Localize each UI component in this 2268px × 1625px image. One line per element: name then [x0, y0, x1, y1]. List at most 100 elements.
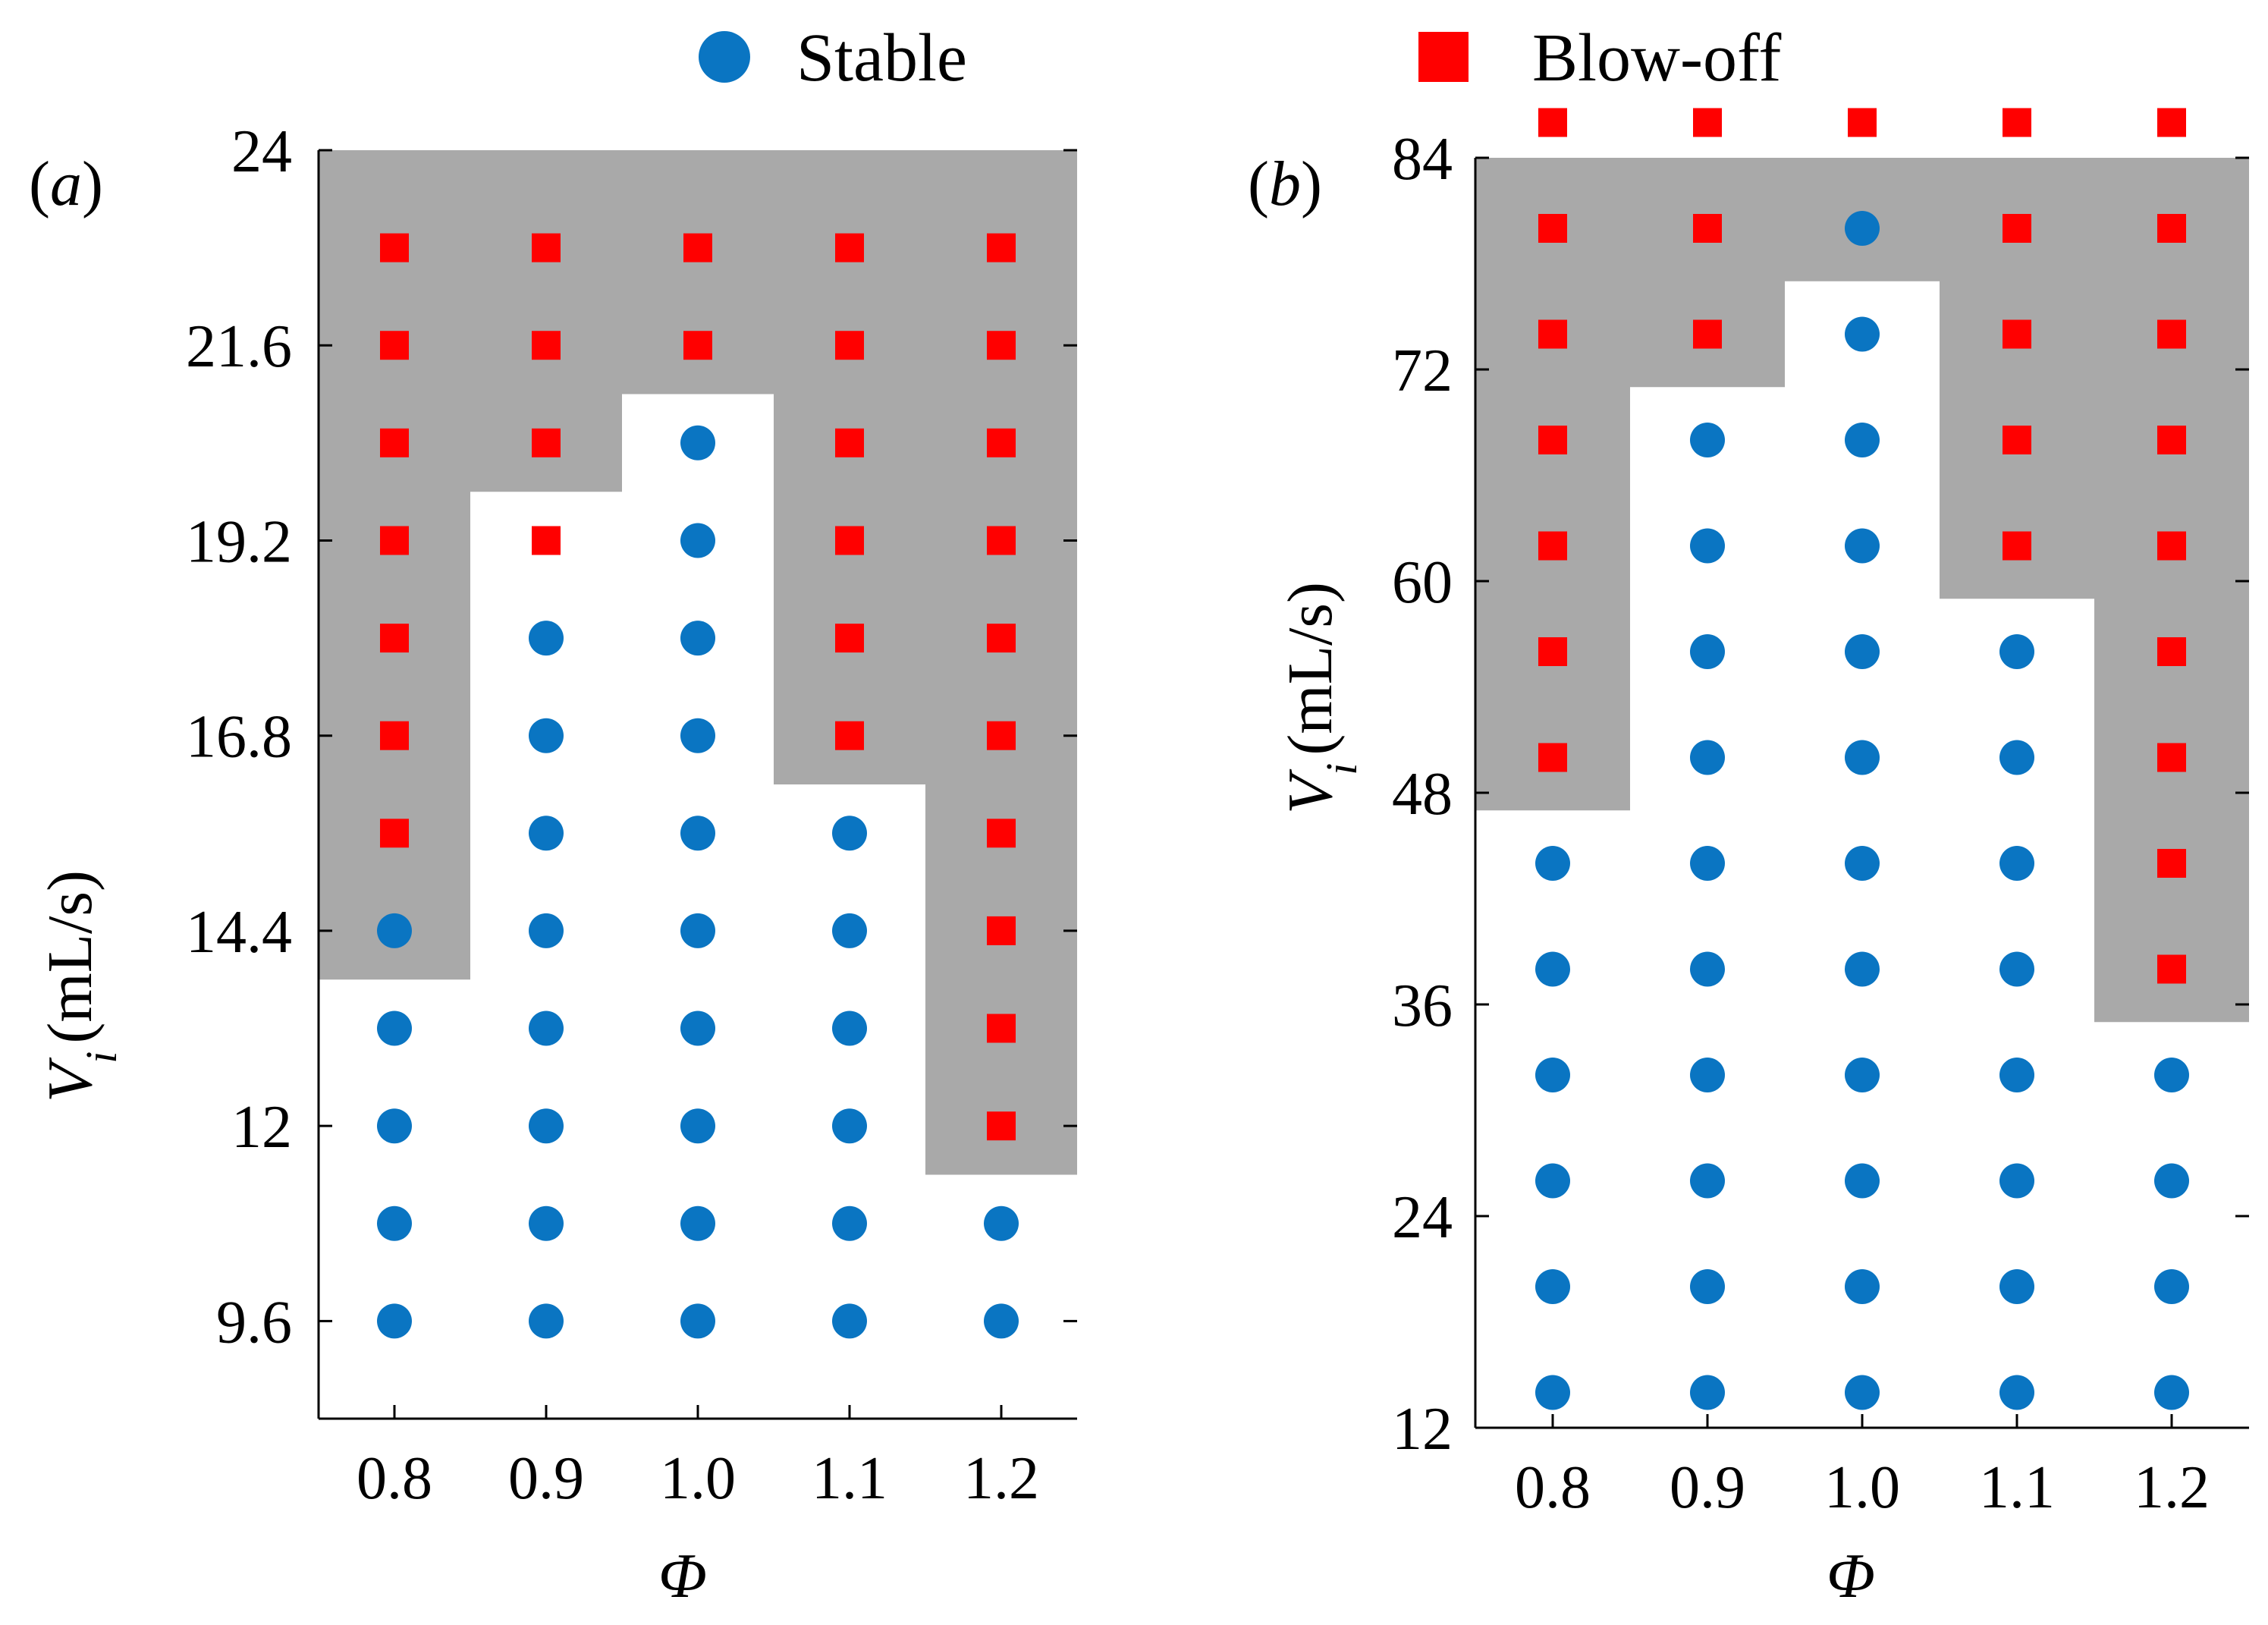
- stable-point: [529, 913, 564, 948]
- stable-point: [680, 523, 715, 558]
- blowoff-point: [1693, 319, 1722, 349]
- blowoff-point: [532, 331, 561, 360]
- stable-point: [2154, 1058, 2189, 1092]
- blowoff-point: [835, 233, 864, 262]
- blowoff-point: [835, 526, 864, 555]
- blowoff-point: [987, 233, 1016, 262]
- stable-point: [1690, 528, 1725, 564]
- legend-stable-label: Stable: [796, 20, 967, 96]
- panel-a-xlabel: Φ: [658, 1541, 707, 1611]
- panel-b-ylabel: Vi (mL/s): [1275, 582, 1366, 814]
- stable-point: [832, 1011, 867, 1046]
- blowoff-point: [1693, 214, 1722, 243]
- stable-point: [680, 621, 715, 656]
- stable-point: [529, 1205, 564, 1241]
- y-tick-label: 24: [1392, 1184, 1453, 1251]
- stable-point: [529, 621, 564, 656]
- blowoff-point: [380, 819, 409, 848]
- panel-a-ylabel: Vi (mL/s): [35, 870, 126, 1102]
- blowoff-point: [1538, 743, 1567, 772]
- x-tick-label: 1.2: [963, 1445, 1039, 1512]
- blowoff-point: [835, 331, 864, 360]
- blowoff-point: [380, 331, 409, 360]
- blowoff-point: [835, 624, 864, 653]
- stable-point: [1690, 1058, 1725, 1092]
- blowoff-point: [2157, 531, 2186, 561]
- stable-point: [1845, 1058, 1880, 1092]
- x-tick-label: 0.9: [1670, 1454, 1745, 1521]
- stable-point: [1690, 740, 1725, 775]
- blowoff-point: [987, 721, 1016, 750]
- stable-point: [1999, 1269, 2034, 1304]
- blowoff-point: [683, 331, 712, 360]
- x-tick-label: 1.1: [1979, 1454, 2055, 1521]
- blowoff-point: [2157, 426, 2186, 454]
- stable-point: [1999, 740, 2034, 775]
- stable-point: [377, 1011, 412, 1046]
- legend: Stable Blow-off: [699, 20, 1781, 96]
- blowoff-point: [2003, 108, 2031, 137]
- y-tick-label: 48: [1392, 761, 1453, 828]
- blowoff-point: [380, 624, 409, 653]
- stable-point: [377, 1303, 412, 1339]
- panel-b-ylabel-unit: (mL/s): [1275, 582, 1346, 756]
- blowoff-point: [2003, 426, 2031, 454]
- stable-point: [680, 816, 715, 851]
- panel-a-points: [377, 233, 1019, 1339]
- stable-point: [1845, 528, 1880, 564]
- stable-point: [1845, 634, 1880, 669]
- blowoff-point: [1538, 319, 1567, 349]
- blowoff-point: [1538, 637, 1567, 666]
- stable-point: [832, 1205, 867, 1241]
- x-tick-label: 1.1: [812, 1445, 887, 1512]
- stable-point: [1845, 846, 1880, 881]
- stable-point: [377, 1205, 412, 1241]
- stable-point: [529, 1108, 564, 1144]
- stable-point: [680, 718, 715, 753]
- panel-a-label: (a): [29, 149, 103, 219]
- stable-point: [984, 1303, 1019, 1339]
- stable-point: [1845, 211, 1880, 246]
- blowoff-point: [1538, 531, 1567, 561]
- blowoff-point: [683, 233, 712, 262]
- blowoff-point: [1538, 426, 1567, 454]
- legend-stable-marker: [699, 31, 750, 83]
- stable-point: [984, 1205, 1019, 1241]
- stable-point: [1845, 1269, 1880, 1304]
- stable-point: [1535, 846, 1570, 881]
- blowoff-point: [2003, 319, 2031, 349]
- blowoff-point: [835, 721, 864, 750]
- blowoff-point: [532, 233, 561, 262]
- blowoff-point: [380, 233, 409, 262]
- stable-point: [832, 1108, 867, 1144]
- blowoff-point: [1538, 108, 1567, 137]
- stable-point: [529, 718, 564, 753]
- panel-a-ylabel-unit: (mL/s): [35, 870, 105, 1044]
- y-tick-label: 16.8: [186, 704, 292, 771]
- panel-b-region: [1475, 158, 2249, 1023]
- blowoff-point: [987, 1111, 1016, 1141]
- blowoff-point: [532, 428, 561, 457]
- x-tick-label: 0.9: [508, 1445, 584, 1512]
- panel-a-ylabel-var: V: [35, 1057, 105, 1102]
- panel-a: 9.6 12 14.4 16.8 19.2 21.6 24 0.8 0.9 1.0 1.1 1.2 (…: [29, 118, 1077, 1611]
- blowoff-point: [2157, 108, 2186, 137]
- stable-point: [680, 1011, 715, 1046]
- stable-point: [1999, 1058, 2034, 1092]
- panel-b-letter: b: [1269, 149, 1301, 219]
- stable-point: [377, 1108, 412, 1144]
- panel-a-axes: 9.6 12 14.4 16.8 19.2 21.6 24 0.8 0.9 1.0 1.1 1.2: [186, 118, 1077, 1512]
- blowoff-point: [835, 428, 864, 457]
- blowoff-point: [1693, 108, 1722, 137]
- blowoff-point: [987, 331, 1016, 360]
- stable-point: [1845, 740, 1880, 775]
- panel-b-ylabel-sub: i: [1317, 763, 1366, 775]
- panel-a-region: [319, 150, 1077, 1175]
- stable-point: [1535, 1163, 1570, 1199]
- panel-b-label: (b): [1248, 149, 1322, 219]
- stable-point: [1535, 1269, 1570, 1304]
- panel-b-xlabel: Φ: [1827, 1541, 1875, 1611]
- y-tick-label: 60: [1392, 549, 1453, 616]
- y-tick-label: 12: [1392, 1396, 1453, 1463]
- blowoff-point: [987, 624, 1016, 653]
